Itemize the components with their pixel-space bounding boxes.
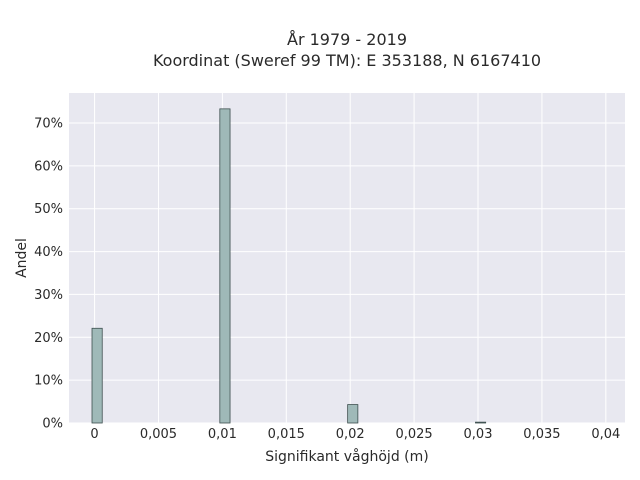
x-tick-label: 0 <box>90 427 98 442</box>
x-tick-label: 0,02 <box>336 427 365 442</box>
histogram-bar <box>475 421 487 424</box>
histogram-bar <box>219 108 231 424</box>
chart-title-line1: År 1979 - 2019 <box>287 30 407 49</box>
x-tick-label: 0,035 <box>523 427 560 442</box>
y-tick-label: 70% <box>34 117 63 132</box>
y-tick-label: 40% <box>34 245 63 260</box>
x-tick-label: 0,025 <box>395 427 432 442</box>
x-axis-ticks: 0 0,005 0,01 0,015 0,02 0,025 0,03 0,035 0,04 <box>90 427 620 442</box>
x-tick-label: 0,03 <box>464 427 493 442</box>
histogram-bar <box>347 404 359 424</box>
histogram-bar <box>91 327 103 424</box>
plot-area <box>69 93 625 423</box>
x-tick-label: 0,005 <box>140 427 177 442</box>
chart-title-line2: Koordinat (Sweref 99 TM): E 353188, N 61… <box>153 51 541 70</box>
y-tick-label: 10% <box>34 374 63 389</box>
y-tick-label: 50% <box>34 202 63 217</box>
x-tick-label: 0,015 <box>268 427 305 442</box>
x-axis-label: Signifikant våghöjd (m) <box>265 448 428 465</box>
y-tick-label: 20% <box>34 331 63 346</box>
x-tick-label: 0,04 <box>591 427 620 442</box>
y-tick-label: 30% <box>34 288 63 303</box>
y-axis-ticks: 0% 10% 20% 30% 40% 50% 60% 70% <box>34 117 63 432</box>
x-tick-label: 0,01 <box>208 427 237 442</box>
bars <box>91 108 487 424</box>
y-axis-label: Andel <box>14 238 30 278</box>
y-tick-label: 60% <box>34 159 63 174</box>
y-tick-label: 0% <box>42 417 63 432</box>
